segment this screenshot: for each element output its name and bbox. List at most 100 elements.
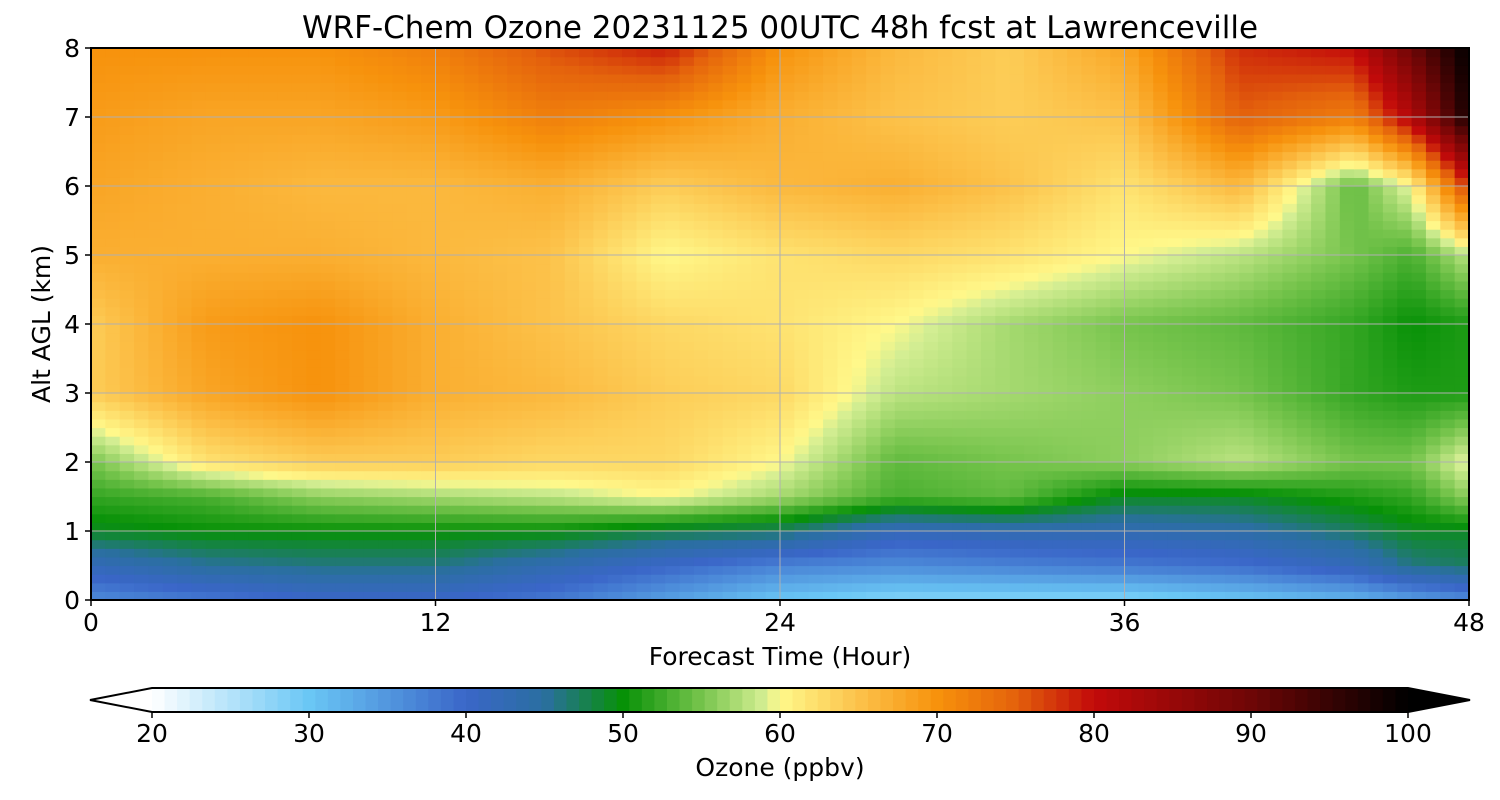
heatmap-cell — [263, 513, 279, 523]
heatmap-cell — [406, 505, 422, 515]
heatmap-cell — [794, 496, 810, 506]
heatmap-cell — [478, 246, 494, 256]
heatmap-cell — [177, 229, 193, 239]
heatmap-cell — [1425, 591, 1441, 600]
heatmap-cell — [607, 401, 623, 411]
heatmap-cell — [550, 548, 566, 558]
heatmap-cell — [449, 410, 465, 420]
heatmap-cell — [607, 306, 623, 316]
heatmap-cell — [306, 401, 322, 411]
heatmap-cell — [808, 289, 824, 299]
heatmap-cell — [191, 427, 207, 437]
heatmap-cell — [1224, 186, 1240, 196]
heatmap-cell — [1167, 462, 1183, 472]
heatmap-cell — [1425, 522, 1441, 532]
heatmap-cell — [205, 220, 221, 230]
heatmap-cell — [1253, 453, 1269, 463]
heatmap-cell — [148, 548, 164, 558]
heatmap-cell — [191, 367, 207, 377]
heatmap-cell — [1253, 211, 1269, 222]
heatmap-cell — [335, 487, 350, 498]
heatmap-cell — [535, 393, 551, 403]
heatmap-cell — [119, 401, 135, 411]
heatmap-cell — [148, 505, 164, 515]
heatmap-cell — [1224, 341, 1240, 351]
heatmap-cell — [306, 263, 322, 273]
heatmap-cell — [1038, 211, 1054, 222]
heatmap-cell — [105, 375, 121, 385]
heatmap-cell — [1138, 470, 1154, 480]
heatmap-cell — [535, 246, 551, 256]
heatmap-cell — [966, 375, 982, 385]
heatmap-cell — [1210, 453, 1226, 463]
heatmap-cell — [607, 341, 623, 351]
heatmap-cell — [449, 393, 465, 403]
heatmap-cell — [1167, 496, 1183, 506]
heatmap-cell — [679, 444, 695, 454]
heatmap-cell — [507, 349, 523, 360]
heatmap-cell — [392, 410, 408, 420]
heatmap-cell — [320, 289, 336, 299]
heatmap-cell — [205, 263, 221, 273]
heatmap-cell — [693, 168, 709, 178]
heatmap-cell — [665, 229, 681, 239]
heatmap-cell — [736, 487, 752, 498]
heatmap-cell — [291, 349, 307, 360]
heatmap-cell — [177, 220, 193, 230]
heatmap-cell — [148, 160, 164, 170]
heatmap-cell — [1095, 393, 1111, 403]
heatmap-cell — [579, 168, 594, 178]
heatmap-cell — [1454, 505, 1469, 515]
heatmap-cell — [191, 211, 207, 222]
heatmap-cell — [837, 306, 853, 316]
heatmap-cell — [952, 574, 968, 584]
heatmap-cell — [736, 384, 752, 394]
heatmap-cell — [579, 513, 594, 523]
heatmap-cell — [335, 177, 350, 187]
heatmap-cell — [1038, 255, 1054, 265]
heatmap-cell — [363, 229, 379, 239]
heatmap-cell — [220, 574, 236, 584]
heatmap-cell — [1052, 565, 1068, 575]
heatmap-cell — [1167, 349, 1183, 360]
heatmap-cell — [1038, 591, 1054, 600]
heatmap-cell — [392, 462, 408, 472]
heatmap-cell — [952, 548, 968, 558]
heatmap-cell — [306, 203, 322, 213]
heatmap-cell — [435, 203, 451, 213]
heatmap-cell — [464, 582, 480, 592]
heatmap-cell — [263, 444, 279, 454]
heatmap-cell — [564, 453, 580, 463]
heatmap-cell — [1181, 203, 1197, 213]
heatmap-cell — [1110, 591, 1126, 600]
heatmap-cell — [1397, 220, 1413, 230]
heatmap-cell — [1440, 289, 1456, 299]
heatmap-cell — [277, 255, 293, 265]
heatmap-cell — [593, 168, 609, 178]
heatmap-cell — [980, 496, 996, 506]
heatmap-cell — [679, 574, 695, 584]
heatmap-cell — [593, 565, 609, 575]
heatmap-cell — [349, 496, 365, 506]
heatmap-cell — [1110, 220, 1126, 230]
heatmap-cell — [521, 531, 537, 541]
heatmap-cell — [1311, 280, 1327, 291]
heatmap-cell — [1454, 444, 1469, 454]
heatmap-cell — [162, 203, 178, 213]
heatmap-cell — [837, 194, 853, 204]
heatmap-cell — [335, 229, 350, 239]
heatmap-cell — [535, 539, 551, 549]
heatmap-cell — [980, 531, 996, 541]
heatmap-cell — [1253, 186, 1269, 196]
heatmap-cell — [1124, 160, 1140, 170]
heatmap-cell — [636, 453, 652, 463]
heatmap-cell — [995, 315, 1011, 325]
heatmap-cell — [1239, 349, 1255, 360]
heatmap-cell — [263, 496, 279, 506]
heatmap-cell — [909, 393, 925, 403]
heatmap-cell — [507, 462, 523, 472]
heatmap-cell — [91, 565, 106, 575]
heatmap-cell — [349, 479, 365, 489]
heatmap-cell — [722, 436, 738, 446]
heatmap-cell — [1181, 393, 1197, 403]
